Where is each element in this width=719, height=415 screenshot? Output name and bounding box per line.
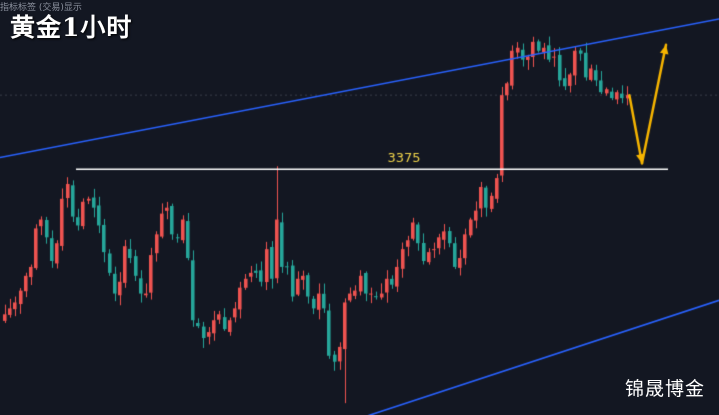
chart-title: 黄金1小时	[10, 13, 133, 42]
watermark-text: 锦晟博金	[624, 378, 705, 400]
indicator-note: 指标标签 (交易)显示	[0, 3, 82, 13]
